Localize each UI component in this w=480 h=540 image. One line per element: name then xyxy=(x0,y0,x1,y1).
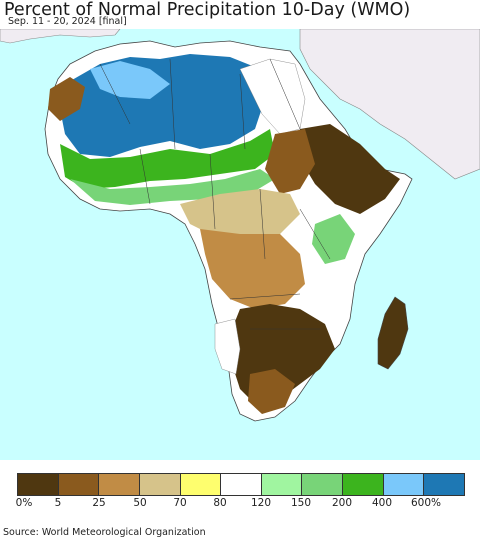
color-legend xyxy=(17,473,465,496)
middle-east-landmass xyxy=(299,29,480,180)
europe-landmass xyxy=(0,29,121,44)
legend-tick-label: 25 xyxy=(92,497,106,509)
madagascar xyxy=(377,296,409,370)
legend-tick-label: 150 xyxy=(290,497,312,509)
central-tan-zone xyxy=(180,189,300,239)
horn-dry-zone xyxy=(300,124,400,214)
legend-swatch-8 xyxy=(343,474,384,495)
northwest-dry-zone xyxy=(48,77,85,121)
legend-swatch-0 xyxy=(18,474,59,495)
sudan-brown-zone xyxy=(265,129,315,194)
legend-tick-label: 600% xyxy=(410,497,442,509)
legend-tick-label: 200 xyxy=(331,497,353,509)
precipitation-map xyxy=(0,29,480,460)
east-africa-wet xyxy=(312,214,355,264)
legend-swatch-10 xyxy=(424,474,465,495)
legend-tick-label: 400 xyxy=(371,497,393,509)
south-africa-mixed xyxy=(248,369,295,414)
source-credit: Source: World Meteorological Organizatio… xyxy=(3,527,206,538)
congo-basin-zone xyxy=(200,229,305,309)
date-range-subtitle: Sep. 11 - 20, 2024 [final] xyxy=(8,16,127,27)
legend-swatch-6 xyxy=(261,474,303,495)
map-svg xyxy=(0,29,480,422)
country-borders xyxy=(99,58,331,330)
legend-swatch-7 xyxy=(302,474,344,495)
legend-tick-label: 70 xyxy=(173,497,187,509)
legend-swatch-2 xyxy=(99,474,140,495)
legend-tick-label: 50 xyxy=(133,497,147,509)
legend-swatch-5 xyxy=(221,474,262,495)
page-title: Percent of Normal Precipitation 10-Day (… xyxy=(4,0,411,20)
legend-swatch-3 xyxy=(139,474,181,495)
legend-swatch-4 xyxy=(180,474,222,495)
libya-egypt-normal xyxy=(239,58,306,135)
legend-tick-label: 120 xyxy=(250,497,272,509)
legend-tick-labels: 0% 5 25 50 70 80 120 150 200 400 600% xyxy=(0,497,480,511)
legend-tick-label: 5 xyxy=(54,497,62,509)
legend-tick-label: 80 xyxy=(213,497,227,509)
namibia-normal-zone xyxy=(214,318,241,375)
legend-swatch-9 xyxy=(383,474,425,495)
sahara-green-belt xyxy=(60,129,275,189)
sahara-light-blue xyxy=(90,61,170,99)
legend-tick-label: 0% xyxy=(15,497,33,509)
legend-swatch-1 xyxy=(58,474,100,495)
